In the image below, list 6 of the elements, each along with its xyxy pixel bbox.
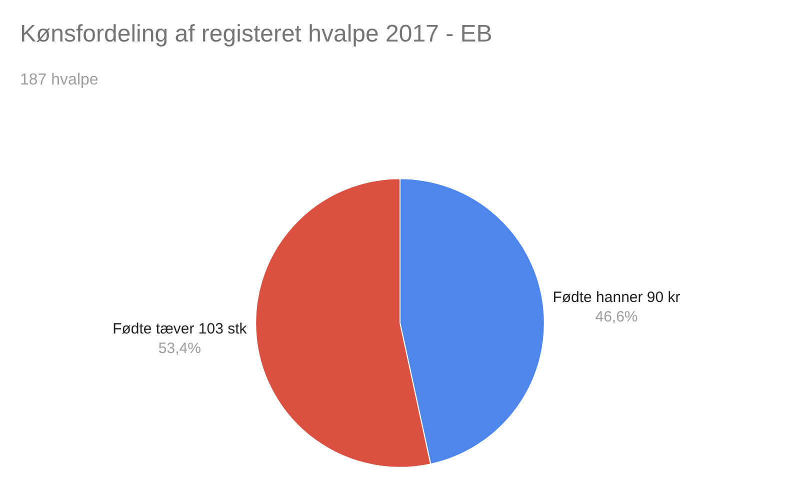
chart-title: Kønsfordeling af registeret hvalpe 2017 - EB <box>20 20 492 48</box>
slice-label: Fødte hanner 90 kr <box>552 289 680 306</box>
slice-label: Fødte tæver 103 stk <box>112 320 248 338</box>
data-label: 46,6% <box>595 308 638 326</box>
chart-subtitle: 187 hvalpe <box>20 71 98 88</box>
data-label: 53,4% <box>158 340 201 357</box>
